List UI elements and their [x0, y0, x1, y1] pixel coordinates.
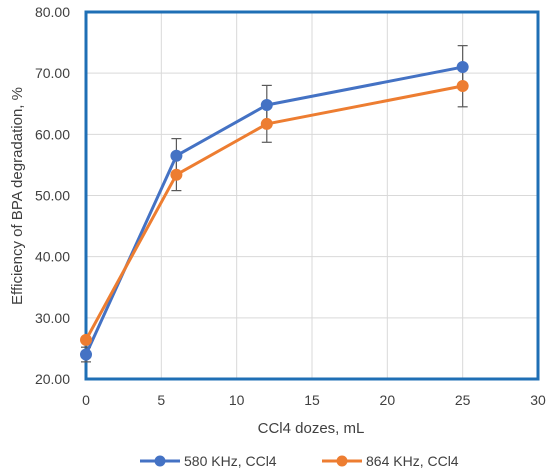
data-point — [456, 61, 469, 74]
legend: 580 KHz, CCl4 864 KHz, CCl4 — [140, 453, 459, 469]
y-axis-ticks: 20.00 30.00 40.00 50.00 60.00 70.00 80.00 — [35, 4, 70, 387]
x-tick-label: 25 — [455, 392, 471, 408]
legend-label: 864 KHz, CCl4 — [366, 453, 459, 469]
legend-swatch-marker — [336, 455, 348, 467]
data-point — [260, 117, 273, 130]
x-tick-label: 30 — [530, 392, 546, 408]
x-tick-label: 10 — [229, 392, 245, 408]
data-point — [80, 348, 92, 361]
y-tick-label: 50.00 — [35, 188, 70, 204]
plot-area-border — [84, 10, 540, 381]
x-tick-label: 15 — [304, 392, 320, 408]
series-line — [84, 84, 463, 341]
x-tick-label: 0 — [82, 392, 90, 408]
series-line — [84, 65, 463, 356]
data-point — [170, 168, 183, 181]
data-point — [456, 80, 469, 93]
x-tick-label: 20 — [380, 392, 396, 408]
data-point — [170, 149, 183, 162]
y-tick-label: 30.00 — [35, 310, 70, 326]
data-point — [80, 333, 92, 346]
legend-swatch-marker — [154, 455, 166, 467]
series-markers — [80, 61, 469, 361]
data-point — [260, 98, 273, 111]
x-axis-ticks: 0 5 10 15 20 25 30 — [82, 392, 546, 408]
gridlines — [85, 11, 539, 380]
y-tick-label: 80.00 — [35, 4, 70, 20]
x-axis-title: CCl4 dozes, mL — [258, 420, 365, 437]
y-tick-label: 20.00 — [35, 371, 70, 387]
x-tick-label: 5 — [157, 392, 165, 408]
y-tick-label: 40.00 — [35, 249, 70, 265]
error-bars — [81, 45, 468, 363]
legend-label: 580 KHz, CCl4 — [184, 453, 277, 469]
y-tick-label: 70.00 — [35, 65, 70, 81]
y-axis-title: Efficiency of BPA degradation, % — [9, 87, 26, 305]
y-tick-label: 60.00 — [35, 126, 70, 142]
series-lines — [84, 65, 463, 356]
